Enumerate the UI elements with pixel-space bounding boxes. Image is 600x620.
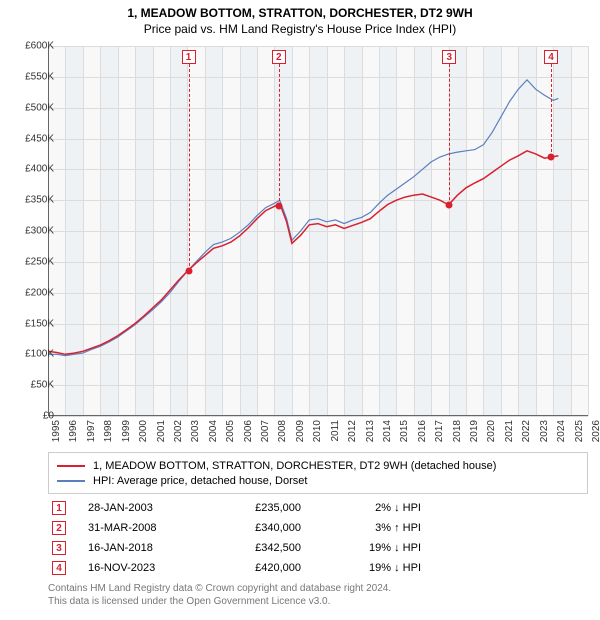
y-tick-label: £450K bbox=[25, 133, 54, 144]
sale-date: 31-MAR-2008 bbox=[66, 522, 201, 534]
x-tick-label: 2003 bbox=[190, 420, 201, 442]
sale-row: 316-JAN-2018£342,50019% ↓ HPI bbox=[48, 538, 588, 558]
legend-row: 1, MEADOW BOTTOM, STRATTON, DORCHESTER, … bbox=[57, 458, 579, 473]
x-tick-label: 1997 bbox=[86, 420, 97, 442]
x-tick-label: 2008 bbox=[277, 420, 288, 442]
y-tick-label: £350K bbox=[25, 195, 54, 206]
sale-price: £420,000 bbox=[201, 562, 301, 574]
x-tick-label: 1998 bbox=[103, 420, 114, 442]
sale-date: 16-NOV-2023 bbox=[66, 562, 201, 574]
sale-table: 128-JAN-2003£235,0002% ↓ HPI231-MAR-2008… bbox=[48, 498, 588, 578]
sale-price: £342,500 bbox=[201, 542, 301, 554]
legend-swatch bbox=[57, 480, 85, 482]
title-subtitle: Price paid vs. HM Land Registry's House … bbox=[0, 22, 600, 36]
x-tick-label: 2001 bbox=[156, 420, 167, 442]
y-tick-label: £250K bbox=[25, 256, 54, 267]
title-address: 1, MEADOW BOTTOM, STRATTON, DORCHESTER, … bbox=[0, 6, 600, 20]
x-tick-label: 2016 bbox=[417, 420, 428, 442]
sale-date: 16-JAN-2018 bbox=[66, 542, 201, 554]
x-tick-label: 2013 bbox=[365, 420, 376, 442]
sale-row: 231-MAR-2008£340,0003% ↑ HPI bbox=[48, 518, 588, 538]
marker-line bbox=[189, 64, 190, 271]
sale-price: £235,000 bbox=[201, 502, 301, 514]
x-tick-label: 1999 bbox=[121, 420, 132, 442]
footer-line-2: This data is licensed under the Open Gov… bbox=[48, 595, 588, 608]
marker-box: 4 bbox=[544, 50, 558, 64]
x-tick-label: 2018 bbox=[452, 420, 463, 442]
x-tick-label: 2010 bbox=[312, 420, 323, 442]
sale-row: 128-JAN-2003£235,0002% ↓ HPI bbox=[48, 498, 588, 518]
y-tick-label: £100K bbox=[25, 349, 54, 360]
y-tick-label: £300K bbox=[25, 226, 54, 237]
x-tick-label: 2004 bbox=[208, 420, 219, 442]
series-price_paid bbox=[48, 151, 558, 354]
marker-line bbox=[449, 64, 450, 205]
legend: 1, MEADOW BOTTOM, STRATTON, DORCHESTER, … bbox=[48, 452, 588, 494]
legend-label: 1, MEADOW BOTTOM, STRATTON, DORCHESTER, … bbox=[93, 460, 496, 472]
sale-diff: 19% ↓ HPI bbox=[301, 542, 421, 554]
legend-row: HPI: Average price, detached house, Dors… bbox=[57, 473, 579, 488]
y-tick-label: £550K bbox=[25, 71, 54, 82]
x-tick-label: 2020 bbox=[486, 420, 497, 442]
sale-diff: 2% ↓ HPI bbox=[301, 502, 421, 514]
y-tick-label: £150K bbox=[25, 318, 54, 329]
x-tick-label: 2014 bbox=[382, 420, 393, 442]
grid-line-v bbox=[588, 46, 589, 416]
marker-line bbox=[279, 64, 280, 206]
x-tick-label: 2017 bbox=[434, 420, 445, 442]
marker-box: 1 bbox=[182, 50, 196, 64]
sale-row: 416-NOV-2023£420,00019% ↓ HPI bbox=[48, 558, 588, 578]
legend-swatch bbox=[57, 465, 85, 467]
marker-line bbox=[551, 64, 552, 157]
x-axis bbox=[48, 415, 588, 416]
legend-label: HPI: Average price, detached house, Dors… bbox=[93, 475, 307, 487]
x-tick-label: 1995 bbox=[51, 420, 62, 442]
grid-line-h bbox=[48, 416, 588, 417]
x-tick-label: 2009 bbox=[295, 420, 306, 442]
x-tick-label: 2026 bbox=[591, 420, 600, 442]
y-tick-label: £200K bbox=[25, 287, 54, 298]
chart-container: 1, MEADOW BOTTOM, STRATTON, DORCHESTER, … bbox=[0, 0, 600, 620]
marker-box: 2 bbox=[272, 50, 286, 64]
sale-marker-num: 1 bbox=[52, 501, 66, 515]
line-series bbox=[48, 46, 588, 416]
x-tick-label: 2022 bbox=[521, 420, 532, 442]
x-tick-label: 2024 bbox=[556, 420, 567, 442]
x-tick-label: 2015 bbox=[399, 420, 410, 442]
x-tick-label: 2005 bbox=[225, 420, 236, 442]
x-tick-label: 2012 bbox=[347, 420, 358, 442]
marker-dot bbox=[548, 154, 555, 161]
x-tick-label: 2011 bbox=[330, 420, 341, 442]
x-tick-label: 2006 bbox=[243, 420, 254, 442]
y-tick-label: £400K bbox=[25, 164, 54, 175]
sale-diff: 3% ↑ HPI bbox=[301, 522, 421, 534]
marker-box: 3 bbox=[442, 50, 456, 64]
y-tick-label: £600K bbox=[25, 41, 54, 52]
sale-diff: 19% ↓ HPI bbox=[301, 562, 421, 574]
x-tick-label: 1996 bbox=[68, 420, 79, 442]
x-tick-label: 2023 bbox=[539, 420, 550, 442]
x-tick-label: 2002 bbox=[173, 420, 184, 442]
sale-price: £340,000 bbox=[201, 522, 301, 534]
marker-dot bbox=[275, 203, 282, 210]
x-tick-label: 2025 bbox=[574, 420, 585, 442]
sale-marker-num: 2 bbox=[52, 521, 66, 535]
titles: 1, MEADOW BOTTOM, STRATTON, DORCHESTER, … bbox=[0, 0, 600, 36]
plot-area: 1 2 3 4 bbox=[48, 46, 588, 416]
sale-marker-num: 4 bbox=[52, 561, 66, 575]
sale-marker-num: 3 bbox=[52, 541, 66, 555]
x-tick-label: 2021 bbox=[504, 420, 515, 442]
x-tick-label: 2007 bbox=[260, 420, 271, 442]
sale-date: 28-JAN-2003 bbox=[66, 502, 201, 514]
y-tick-label: £500K bbox=[25, 102, 54, 113]
footer-line-1: Contains HM Land Registry data © Crown c… bbox=[48, 582, 588, 595]
x-tick-label: 2000 bbox=[138, 420, 149, 442]
marker-dot bbox=[446, 201, 453, 208]
series-hpi bbox=[48, 80, 558, 356]
y-tick-label: £50K bbox=[31, 380, 54, 391]
attribution: Contains HM Land Registry data © Crown c… bbox=[48, 582, 588, 608]
marker-dot bbox=[185, 268, 192, 275]
x-tick-label: 2019 bbox=[469, 420, 480, 442]
